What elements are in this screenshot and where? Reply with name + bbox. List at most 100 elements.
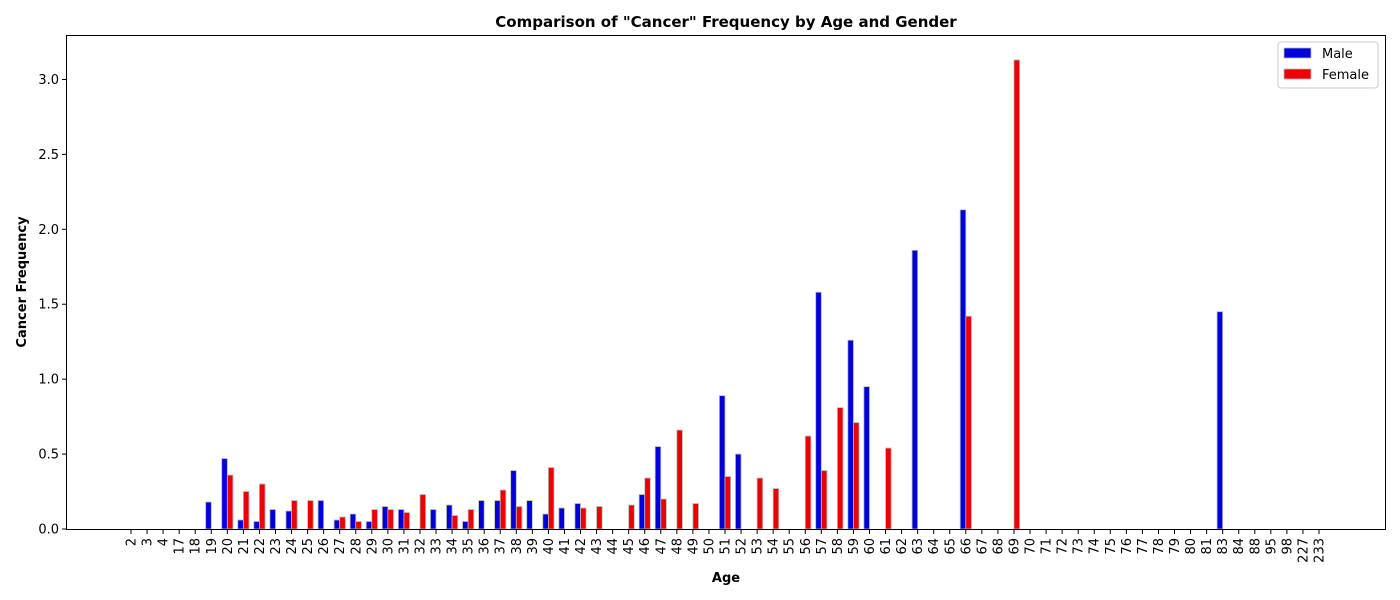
bars-group [205,59,1224,530]
bar-male-36 [478,500,485,530]
bar-female-57 [820,470,828,530]
x-tick-label: 22 [253,538,268,555]
x-tick-label: 53 [751,538,766,555]
bar-female-56 [804,435,812,530]
x-tick-label: 79 [1168,538,1183,555]
y-tick-label: 2.5 [38,148,59,163]
bar-male-24 [285,510,292,530]
legend: Male Female [1277,41,1379,89]
x-tick-label: 98 [1280,538,1295,555]
x-tick-label: 81 [1200,538,1215,555]
x-tick-label: 39 [526,538,541,555]
bar-male-34 [446,504,453,530]
x-tick-label: 24 [285,538,300,555]
x-tick-label: 36 [478,538,493,555]
bar-male-21 [237,519,244,530]
bar-female-25 [307,500,314,530]
bar-male-38 [510,470,517,530]
bar-female-28 [355,521,362,530]
x-tick-label: 73 [1072,538,1087,555]
x-tick-label: 75 [1104,538,1119,555]
bar-male-22 [253,521,260,530]
x-tick-label: 52 [735,538,750,555]
bar-female-30 [387,509,394,530]
legend-swatch-female [1283,68,1312,80]
x-tick-label: 61 [879,538,894,555]
bar-female-69 [1013,59,1020,530]
x-tick-label: 20 [221,538,236,555]
legend-label-female: Female [1322,68,1369,83]
bar-male-83 [1216,311,1224,530]
x-tick-label: 83 [1216,538,1231,555]
bar-female-59 [853,422,860,530]
bar-female-45 [628,504,635,530]
x-tick-label: 54 [767,538,782,555]
y-tick-label: 3.0 [38,73,59,88]
x-tick-label: 4 [157,538,172,546]
x-tick-label: 74 [1088,538,1103,555]
x-tick-label: 42 [574,538,589,555]
x-tick-label: 32 [413,538,428,555]
bar-male-29 [365,521,373,530]
x-tick-label: 227 [1296,538,1311,563]
x-tick-label: 29 [365,538,380,555]
x-tick-label: 44 [606,538,621,555]
bar-female-46 [644,477,651,530]
bar-male-42 [574,503,581,530]
bar-female-22 [259,483,266,530]
x-tick-label: 43 [590,538,605,555]
bar-female-54 [772,488,780,530]
x-tick-label: 31 [397,538,412,555]
y-tick-label: 0.5 [38,448,59,463]
x-tick-label: 72 [1056,538,1071,555]
bar-male-66 [959,209,967,530]
x-tick-label: 50 [702,538,717,555]
x-tick-label: 17 [173,538,188,555]
bar-male-60 [863,386,870,530]
x-tick-label: 62 [895,538,910,555]
bar-female-27 [339,516,346,530]
x-tick-label: 48 [670,538,685,555]
bar-male-35 [462,521,469,530]
bar-female-48 [676,429,683,530]
x-tick-label: 56 [799,538,814,555]
x-tick-label: 35 [462,538,477,555]
x-tick-label: 78 [1152,538,1167,555]
bar-male-59 [847,339,854,530]
bar-female-32 [419,494,426,530]
bar-male-37 [494,500,501,530]
x-tick-label: 71 [1040,538,1055,555]
x-tick-label: 95 [1264,538,1279,555]
bar-male-63 [911,249,919,530]
bar-female-47 [660,498,667,530]
x-tick-label: 59 [847,538,862,555]
x-tick-label: 67 [975,538,990,555]
x-tick-label: 27 [333,538,348,555]
bar-female-34 [451,515,459,530]
y-tick-label: 0.0 [38,523,59,538]
plot-frame [66,35,1386,530]
x-tick-label: 23 [269,538,284,555]
x-tick-label: 49 [686,538,701,555]
bar-male-52 [735,453,742,530]
x-tick-label: 46 [638,538,653,555]
bar-female-61 [885,447,892,530]
bar-female-24 [291,500,298,530]
x-tick-label: 28 [349,538,364,555]
x-tick-label: 40 [542,538,557,555]
bar-female-49 [692,503,699,530]
x-tick-label: 233 [1313,538,1328,563]
x-tick-label: 88 [1248,538,1263,555]
legend-label-male: Male [1322,47,1353,62]
x-tick-label: 66 [959,538,974,555]
x-tick-label: 21 [237,538,252,555]
y-axis-label: Cancer Frequency [15,216,30,348]
x-tick-label: 38 [510,538,525,555]
bar-female-37 [499,489,507,530]
chart-title: Comparison of "Cancer" Frequency by Age … [495,13,957,31]
y-tick-label: 1.0 [38,373,59,388]
x-tick-label: 69 [1007,538,1022,555]
x-tick-label: 41 [558,538,573,555]
x-tick-label: 60 [863,538,878,555]
